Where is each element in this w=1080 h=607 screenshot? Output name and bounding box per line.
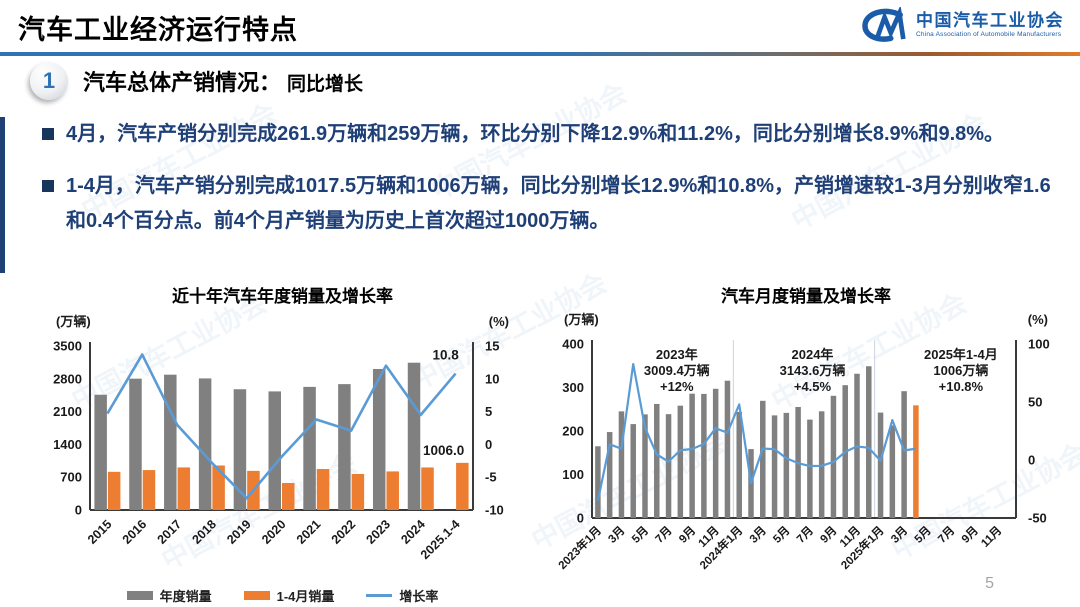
svg-text:2018: 2018: [189, 517, 219, 547]
bullet-text: 1-4月，汽车产销分别完成1017.5万辆和1006万辆，同比分别增长12.9%…: [66, 175, 1051, 232]
annual-sales-chart: 近十年汽车年度销量及增长率 (万辆) (%) 0 700 1400 2100 2800 350…: [30, 282, 535, 605]
svg-text:300: 300: [562, 380, 584, 395]
svg-text:9月: 9月: [676, 524, 698, 546]
svg-text:1006.0: 1006.0: [423, 443, 464, 458]
svg-text:2023年1月: 2023年1月: [555, 523, 604, 572]
svg-text:7月: 7月: [935, 524, 957, 546]
svg-text:100: 100: [562, 467, 584, 482]
svg-text:1006万辆: 1006万辆: [933, 363, 988, 378]
svg-text:2800: 2800: [53, 371, 82, 386]
svg-text:0: 0: [577, 511, 584, 526]
svg-text:1400: 1400: [53, 437, 82, 452]
svg-text:2017: 2017: [155, 517, 185, 547]
svg-text:2100: 2100: [53, 404, 82, 419]
svg-text:+4.5%: +4.5%: [794, 379, 832, 394]
svg-text:10.8: 10.8: [432, 348, 459, 363]
legend-label: 增长率: [399, 589, 439, 604]
svg-text:0: 0: [485, 437, 492, 452]
section-number-badge: 1: [30, 62, 68, 100]
svg-text:2023: 2023: [364, 517, 394, 547]
svg-text:-50: -50: [1028, 511, 1047, 526]
svg-text:(%): (%): [489, 314, 509, 329]
bullet-square-icon: [42, 180, 54, 193]
legend-item: 增长率: [366, 586, 438, 605]
legend-item: 年度销量: [126, 586, 212, 605]
svg-text:10: 10: [485, 371, 499, 386]
svg-text:-10: -10: [485, 503, 504, 518]
svg-text:2016: 2016: [120, 517, 150, 547]
svg-text:2020: 2020: [259, 517, 289, 547]
svg-text:15: 15: [485, 339, 499, 354]
svg-text:700: 700: [60, 470, 82, 485]
svg-text:5月: 5月: [771, 524, 793, 546]
orange-bar-swatch: [243, 591, 270, 600]
svg-text:400: 400: [562, 337, 584, 352]
bullet-square-icon: [42, 128, 54, 140]
svg-text:2022: 2022: [329, 517, 359, 547]
svg-text:(万辆): (万辆): [56, 314, 91, 329]
svg-text:50: 50: [1028, 395, 1042, 410]
svg-text:5月: 5月: [629, 524, 651, 546]
monthly-chart-title: 汽车月度销量及增长率: [721, 287, 891, 306]
caam-logo-icon: [858, 7, 908, 43]
svg-text:0: 0: [75, 503, 82, 518]
svg-text:2015: 2015: [85, 517, 115, 547]
svg-text:2024年: 2024年: [792, 347, 834, 362]
monthly-sales-chart: 汽车月度销量及增长率 (万辆) (%) 0 100 200 300 400 -50 0 50 100…: [540, 282, 1072, 604]
svg-text:3月: 3月: [606, 524, 628, 546]
svg-text:2023年: 2023年: [656, 347, 698, 362]
svg-text:7月: 7月: [653, 524, 675, 546]
svg-text:3月: 3月: [747, 524, 769, 546]
blue-line-swatch: [366, 594, 393, 597]
annual-chart-legend: 年度销量 1-4月销量 增长率: [30, 586, 535, 605]
summary-bullets: 4月，汽车产销分别完成261.9万辆和259万辆，环比分别下降12.9%和11.…: [42, 117, 1054, 256]
left-accent-bar: [0, 117, 5, 273]
svg-text:9月: 9月: [959, 524, 981, 546]
svg-text:(%): (%): [1028, 312, 1048, 327]
svg-text:5月: 5月: [912, 524, 934, 546]
caam-logo: 中国汽车工业协会 China Association of Automobile…: [858, 7, 1064, 43]
section-heading-row: 1 汽车总体产销情况： 同比增长: [30, 62, 363, 100]
svg-text:3009.4万辆: 3009.4万辆: [644, 363, 710, 378]
svg-text:-5: -5: [485, 470, 497, 485]
svg-text:3月: 3月: [888, 524, 910, 546]
gray-bar-swatch: [126, 591, 153, 600]
svg-text:2024: 2024: [398, 517, 428, 547]
legend-item: 1-4月销量: [243, 586, 335, 605]
svg-text:3500: 3500: [53, 339, 82, 354]
page-title: 汽车工业经济运行特点: [18, 15, 298, 45]
svg-text:5: 5: [485, 404, 492, 419]
logo-org-name: 中国汽车工业协会: [916, 11, 1064, 31]
svg-text:9月: 9月: [818, 524, 840, 546]
svg-text:200: 200: [562, 424, 584, 439]
svg-text:100: 100: [1028, 337, 1050, 352]
svg-text:0: 0: [1028, 453, 1035, 468]
bullet-item: 4月，汽车产销分别完成261.9万辆和259万辆，环比分别下降12.9%和11.…: [42, 117, 1054, 151]
svg-text:11月: 11月: [979, 524, 1005, 550]
svg-text:+12%: +12%: [660, 379, 694, 394]
legend-label: 年度销量: [159, 589, 212, 604]
legend-label: 1-4月销量: [276, 589, 335, 604]
svg-text:2025年1-4月: 2025年1-4月: [924, 347, 998, 362]
page-number: 5: [985, 575, 994, 592]
section-title: 汽车总体产销情况：: [83, 70, 282, 95]
svg-text:(万辆): (万辆): [564, 312, 599, 327]
annual-sales-plot: (万辆) (%) 0 700 1400 2100 2800 3500 -10 -5 0 5 10 15 20…: [53, 314, 509, 562]
svg-text:2019: 2019: [224, 517, 254, 547]
section-subtitle: 同比增长: [287, 74, 364, 95]
svg-text:7月: 7月: [794, 524, 816, 546]
svg-text:3143.6万辆: 3143.6万辆: [780, 363, 846, 378]
bullet-text: 4月，汽车产销分别完成261.9万辆和259万辆，环比分别下降12.9%和11.…: [66, 123, 1005, 145]
bullet-item: 1-4月，汽车产销分别完成1017.5万辆和1006万辆，同比分别增长12.9%…: [42, 169, 1054, 238]
header-divider: [0, 52, 1080, 56]
logo-org-name-en: China Association of Automobile Manufact…: [916, 30, 1062, 38]
svg-text:2021: 2021: [294, 517, 324, 547]
annual-chart-title: 近十年汽车年度销量及增长率: [172, 287, 393, 306]
svg-text:+10.8%: +10.8%: [939, 379, 984, 394]
